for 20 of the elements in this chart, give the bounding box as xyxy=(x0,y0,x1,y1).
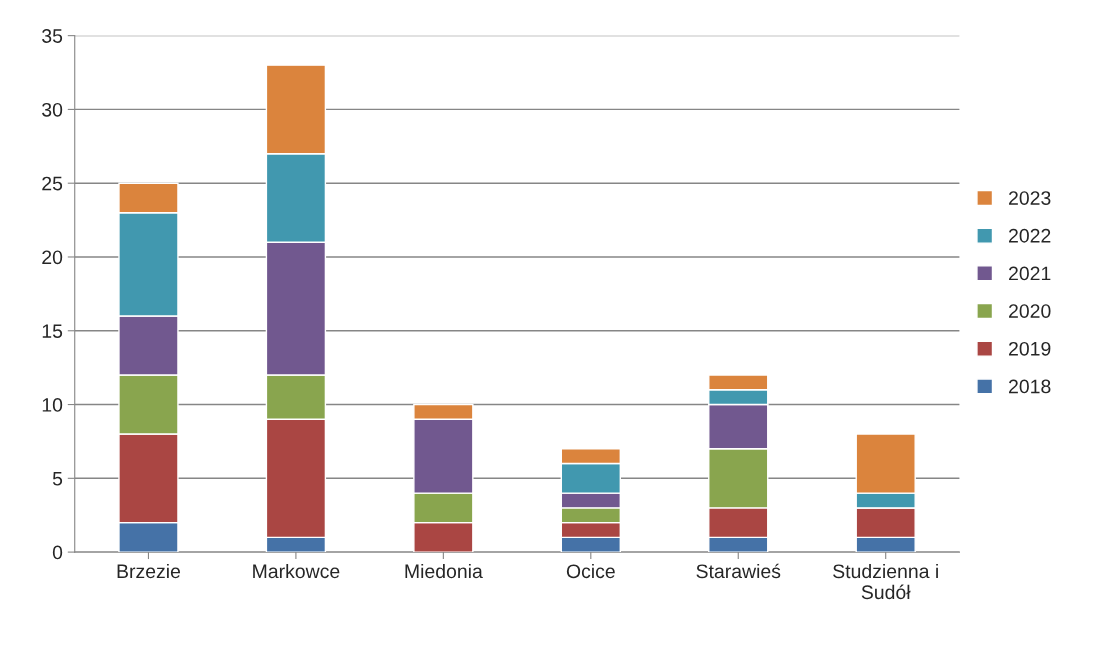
legend-label: 2020 xyxy=(1009,304,1051,318)
legend-label: 2019 xyxy=(1009,341,1051,356)
x-tick-label: Markowce xyxy=(253,563,340,579)
legend-label: 2022 xyxy=(1009,228,1051,243)
x-tick-label: Starawieś xyxy=(696,563,781,579)
y-tick-label: 5 xyxy=(52,471,63,486)
y-tick-label: 10 xyxy=(42,398,63,412)
legend-label: 2023 xyxy=(1009,191,1051,205)
legend-label: 2018 xyxy=(1009,379,1051,394)
y-tick-label: 20 xyxy=(42,250,63,265)
x-tick-label: Ocice xyxy=(566,563,615,579)
legend-label: 2021 xyxy=(1009,266,1051,281)
x-tick-label: Miedonia xyxy=(405,563,483,579)
x-tick-label: Brzezie xyxy=(117,563,181,579)
y-tick-label: 0 xyxy=(52,545,63,560)
y-tick-label: 25 xyxy=(42,176,63,191)
y-tick-label: 15 xyxy=(42,324,63,338)
x-tick-label: Studzienna i Sudół xyxy=(833,563,938,600)
y-tick-label: 35 xyxy=(42,29,63,43)
y-tick-label: 30 xyxy=(42,102,63,117)
